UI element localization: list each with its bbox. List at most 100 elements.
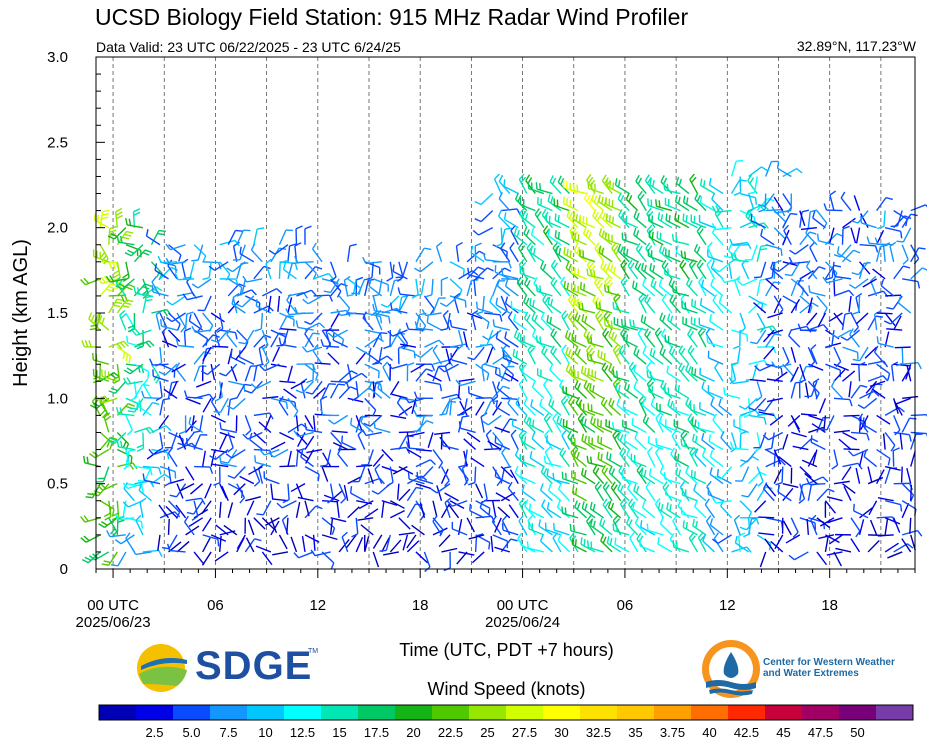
barb-staff	[153, 375, 169, 382]
wind-barb	[244, 380, 263, 394]
barb-flag	[442, 309, 449, 316]
barb-staff	[555, 252, 570, 263]
barb-flag	[546, 314, 549, 323]
barb-staff	[159, 381, 163, 398]
barb-flag	[263, 361, 270, 368]
wind-barb	[458, 421, 476, 434]
wind-barb	[470, 457, 485, 468]
barb-staff	[616, 404, 630, 416]
barb-staff	[500, 295, 508, 312]
barb-staff	[697, 537, 707, 553]
barb-staff	[665, 425, 681, 434]
barb-flag	[562, 196, 565, 204]
barb-staff	[732, 447, 749, 451]
barb-flag	[593, 195, 598, 203]
wind-barb	[142, 401, 160, 416]
wind-barb	[502, 351, 519, 365]
barb-flag	[640, 314, 644, 322]
barb-staff	[783, 230, 792, 246]
barb-staff	[306, 346, 323, 353]
barb-staff	[108, 517, 118, 533]
wind-barb	[637, 327, 647, 348]
wind-barb	[533, 277, 545, 297]
barb-flag	[780, 248, 783, 256]
barb-flag	[576, 382, 581, 390]
wind-barb	[91, 352, 109, 365]
barb-flag	[112, 270, 120, 275]
wind-barb	[762, 329, 775, 343]
barb-staff	[623, 339, 639, 348]
wind-barb	[154, 263, 169, 280]
barb-staff	[202, 537, 211, 553]
barb-flag	[694, 448, 699, 456]
wind-barb	[444, 497, 452, 519]
barb-staff	[139, 501, 144, 518]
wind-barb	[304, 505, 323, 519]
wind-barb	[474, 242, 482, 262]
wind-barb	[750, 329, 767, 345]
barb-staff	[477, 308, 493, 314]
barb-staff	[312, 350, 323, 365]
barb-flag	[438, 339, 445, 346]
barb-staff	[756, 329, 767, 344]
barb-staff	[232, 397, 246, 410]
barb-staff	[474, 466, 477, 483]
wind-barb	[278, 534, 288, 550]
barb-flag	[455, 379, 461, 386]
wind-barb	[691, 433, 707, 451]
barb-flag	[771, 206, 777, 214]
barb-staff	[239, 475, 255, 485]
wind-barb	[697, 327, 707, 348]
barb-staff	[547, 508, 562, 519]
barb-flag	[573, 244, 578, 252]
wind-barb	[406, 362, 415, 382]
barb-staff	[720, 437, 733, 451]
barb-staff	[408, 447, 425, 451]
barb-staff	[709, 184, 724, 195]
barb-staff	[661, 334, 673, 348]
barb-staff	[306, 429, 323, 434]
wind-barb	[114, 534, 135, 545]
wind-barb	[185, 420, 197, 433]
barb-staff	[522, 490, 536, 502]
barb-staff	[358, 466, 366, 482]
barb-staff	[502, 529, 519, 536]
barb-staff	[526, 247, 536, 263]
barb-staff	[244, 415, 252, 431]
barb-flag	[488, 542, 491, 550]
wind-barb	[259, 448, 280, 456]
wind-barb	[644, 294, 656, 314]
wind-barb	[158, 414, 170, 429]
barb-staff	[347, 278, 362, 289]
barb-flag	[674, 194, 678, 202]
barb-staff	[85, 534, 101, 543]
barb-flag	[636, 349, 640, 357]
wind-barb	[182, 293, 203, 301]
barb-staff	[659, 318, 673, 331]
barb-staff	[748, 295, 763, 305]
barb-staff	[427, 432, 434, 448]
wind-barb	[678, 362, 690, 382]
barb-flag	[328, 419, 335, 425]
barb-flag	[585, 331, 591, 339]
wind-barb	[593, 276, 605, 297]
wind-barb	[314, 362, 331, 365]
barb-staff	[253, 228, 258, 245]
wind-barb	[547, 483, 562, 502]
wind-barb	[586, 335, 604, 348]
barb-flag	[584, 435, 588, 443]
barb-flag	[140, 521, 144, 529]
barb-flag	[444, 480, 450, 487]
barb-staff	[824, 265, 835, 280]
wind-barb	[407, 472, 425, 485]
wind-barb	[336, 308, 357, 317]
barb-flag	[582, 226, 587, 234]
wind-barb	[302, 295, 323, 305]
wind-barb	[396, 483, 400, 500]
barb-staff	[539, 404, 553, 416]
wind-barb	[202, 537, 211, 553]
barb-flag	[149, 358, 154, 366]
barb-flag	[734, 535, 738, 544]
barb-flag	[602, 212, 607, 220]
barb-flag	[387, 330, 394, 337]
